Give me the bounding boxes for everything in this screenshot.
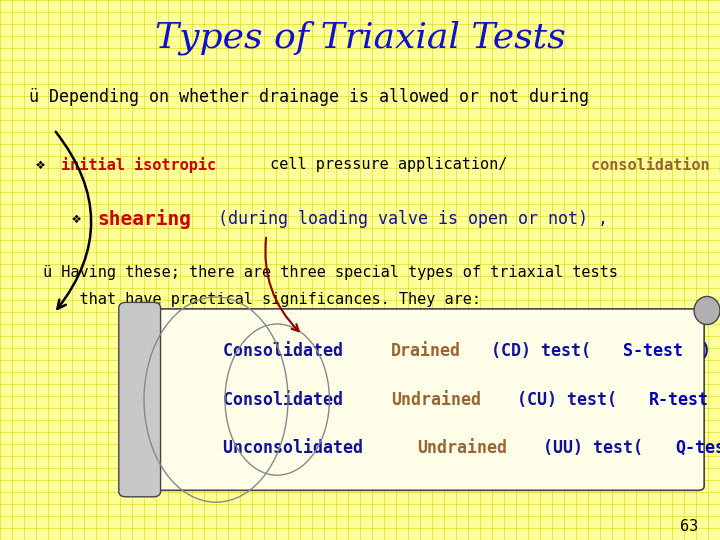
Text: Consolidated: Consolidated xyxy=(223,342,354,360)
Text: initial isotropic: initial isotropic xyxy=(61,157,216,173)
Text: Types of Triaxial Tests: Types of Triaxial Tests xyxy=(155,21,565,55)
Text: ): ) xyxy=(701,342,711,360)
Text: 63: 63 xyxy=(680,519,698,534)
Text: Consolidated: Consolidated xyxy=(223,390,354,409)
Text: ❖: ❖ xyxy=(36,157,45,172)
Text: (UU) test(: (UU) test( xyxy=(533,439,643,457)
Text: Unconsolidated: Unconsolidated xyxy=(223,439,373,457)
Text: (CU) test(: (CU) test( xyxy=(507,390,617,409)
FancyBboxPatch shape xyxy=(145,309,704,490)
Text: cell pressure application/: cell pressure application/ xyxy=(261,157,517,172)
Text: ü Depending on whether drainage is allowed or not during: ü Depending on whether drainage is allow… xyxy=(29,88,589,106)
Text: that have practical significances. They are:: that have practical significances. They … xyxy=(43,292,481,307)
Ellipse shape xyxy=(694,296,720,325)
Text: S-test: S-test xyxy=(624,342,683,360)
Text: Undrained: Undrained xyxy=(417,439,507,457)
Text: Drained: Drained xyxy=(391,342,461,360)
Text: Q-test: Q-test xyxy=(675,439,720,457)
FancyArrowPatch shape xyxy=(266,238,299,331)
Text: Undrained: Undrained xyxy=(391,390,481,409)
Text: consolidation phase: consolidation phase xyxy=(591,157,720,173)
Text: ü Having these; there are three special types of triaxial tests: ü Having these; there are three special … xyxy=(43,265,618,280)
FancyArrowPatch shape xyxy=(55,132,91,309)
Text: (CD) test(: (CD) test( xyxy=(481,342,591,360)
FancyBboxPatch shape xyxy=(119,302,161,497)
Text: shearing: shearing xyxy=(97,208,192,229)
Text: R-test: R-test xyxy=(649,390,709,409)
Text: (during loading valve is open or not) ,: (during loading valve is open or not) , xyxy=(218,210,608,228)
Text: ❖: ❖ xyxy=(72,211,81,226)
